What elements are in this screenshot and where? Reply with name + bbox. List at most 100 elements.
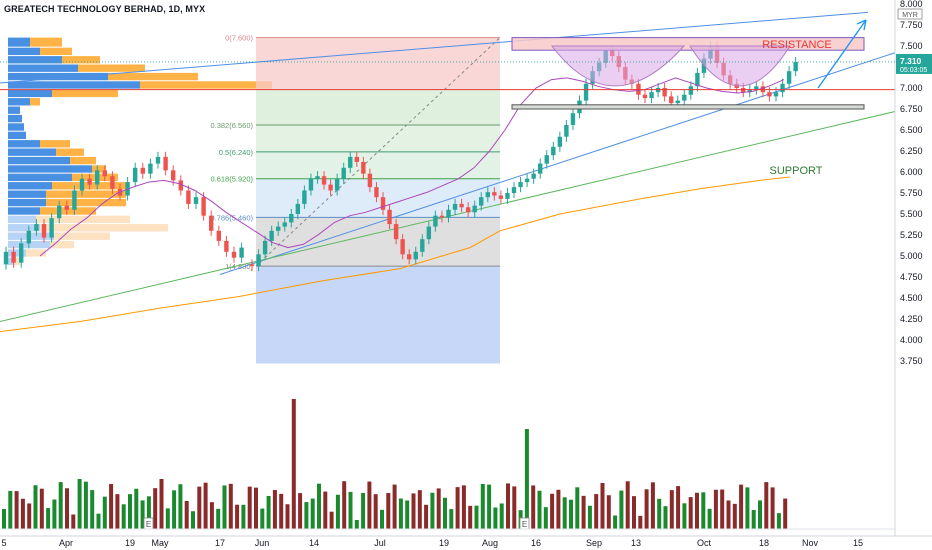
volume-bar xyxy=(594,494,599,529)
candle-body xyxy=(564,124,569,137)
candle-body xyxy=(773,92,779,97)
volume-bar xyxy=(380,509,384,529)
candle-body xyxy=(498,195,504,199)
candle-body xyxy=(465,207,471,213)
volume-bar xyxy=(266,495,271,529)
volume-bar xyxy=(512,486,517,529)
candle-body xyxy=(570,113,576,125)
candle-body xyxy=(662,88,667,97)
candle-body xyxy=(110,176,115,189)
volume-profile-up-bar xyxy=(8,98,30,106)
price-tick-label: 5.000 xyxy=(900,251,923,261)
volume-bar xyxy=(480,483,485,529)
candle-body xyxy=(95,170,100,185)
volume-bar xyxy=(449,509,454,529)
candle-body xyxy=(102,170,107,177)
volume-bar xyxy=(235,504,240,529)
time-tick-label: 19 xyxy=(439,538,449,548)
volume-bar xyxy=(140,500,145,529)
candle-body xyxy=(34,224,39,231)
candle-body xyxy=(446,209,451,218)
volume-bar xyxy=(695,492,699,529)
volume-bar xyxy=(373,494,378,529)
volume-bar xyxy=(298,493,303,529)
breakout-arrow-shaft xyxy=(817,19,867,89)
volume-bar xyxy=(39,488,44,529)
volume-bar xyxy=(58,482,63,529)
volume-profile-up-bar xyxy=(8,148,56,156)
candle-body xyxy=(341,167,346,179)
candle-body xyxy=(780,83,785,93)
volume-profile-down-bar xyxy=(14,257,20,266)
volume-bar xyxy=(726,500,731,529)
volume-bar xyxy=(625,481,630,529)
volume-bar xyxy=(46,508,51,529)
volume-profile-down-bar xyxy=(140,81,272,89)
volume-bar xyxy=(115,494,120,529)
volume-bar xyxy=(543,507,548,529)
fib-band-0 xyxy=(256,37,500,90)
volume-bar xyxy=(398,498,403,529)
candle-body xyxy=(249,264,255,267)
time-tick-label: 19 xyxy=(125,538,135,548)
volume-bar xyxy=(600,482,605,529)
volume-bar xyxy=(587,505,592,529)
candle-body xyxy=(511,187,517,193)
candle-body xyxy=(374,187,379,198)
volume-bar xyxy=(776,513,781,529)
volume-profile-down-bar xyxy=(92,165,106,173)
volume-bar xyxy=(436,488,441,529)
volume-bar xyxy=(285,504,290,529)
time-tick-label: Aug xyxy=(482,538,498,548)
volume-bar xyxy=(209,502,214,529)
volume-bar xyxy=(260,508,265,529)
time-tick-label: 18 xyxy=(759,538,769,548)
volume-bar xyxy=(367,481,372,529)
candle-body xyxy=(524,178,530,183)
volume-bar xyxy=(430,492,435,529)
volume-bar xyxy=(764,482,769,529)
volume-profile-up-bar xyxy=(8,198,46,207)
volume-profile-up-bar xyxy=(8,81,140,89)
resistance-label: RESISTANCE xyxy=(762,39,831,51)
candle-body xyxy=(682,94,687,101)
current-price-value: 7.310 xyxy=(900,56,922,66)
candle-body xyxy=(57,205,62,219)
volume-bar xyxy=(657,498,662,529)
volume-profile-up-bar xyxy=(8,190,46,198)
volume-bar xyxy=(650,482,655,529)
fib-label-1: 1(4.880) xyxy=(225,262,253,271)
volume-bar xyxy=(461,485,466,529)
price-tick-label: 4.500 xyxy=(900,293,923,303)
volume-profile-up-bar xyxy=(8,215,36,224)
volume-bar xyxy=(468,505,473,529)
candle-body xyxy=(786,71,792,84)
candle-body xyxy=(452,203,458,210)
candle-body xyxy=(695,72,700,87)
volume-bar xyxy=(770,487,775,529)
volume-bar xyxy=(102,496,107,529)
volume-bar xyxy=(172,490,177,529)
candle-body xyxy=(380,197,386,210)
volume-profile-up-bar xyxy=(8,207,40,215)
volume-profile-up-bar xyxy=(8,140,40,148)
volume-bar xyxy=(632,496,636,529)
time-tick-label: 5 xyxy=(1,538,6,548)
volume-profile-down-bar xyxy=(52,89,118,98)
volume-profile-up-bar xyxy=(8,56,62,64)
price-tick-label: 6.250 xyxy=(900,146,923,156)
time-tick-label: 13 xyxy=(631,538,641,548)
currency-badge xyxy=(897,8,923,20)
candle-body xyxy=(328,184,333,191)
volume-bar xyxy=(556,489,561,529)
support-label: SUPPORT xyxy=(770,165,823,177)
volume-bar xyxy=(247,486,252,529)
candle-body xyxy=(439,215,445,218)
candle-body xyxy=(472,205,477,213)
volume-profile-down-bar xyxy=(30,98,40,106)
volume-bar xyxy=(713,489,718,529)
price-tick-label: 5.750 xyxy=(900,188,923,198)
volume-bar xyxy=(342,481,347,529)
volume-bar xyxy=(52,499,57,529)
